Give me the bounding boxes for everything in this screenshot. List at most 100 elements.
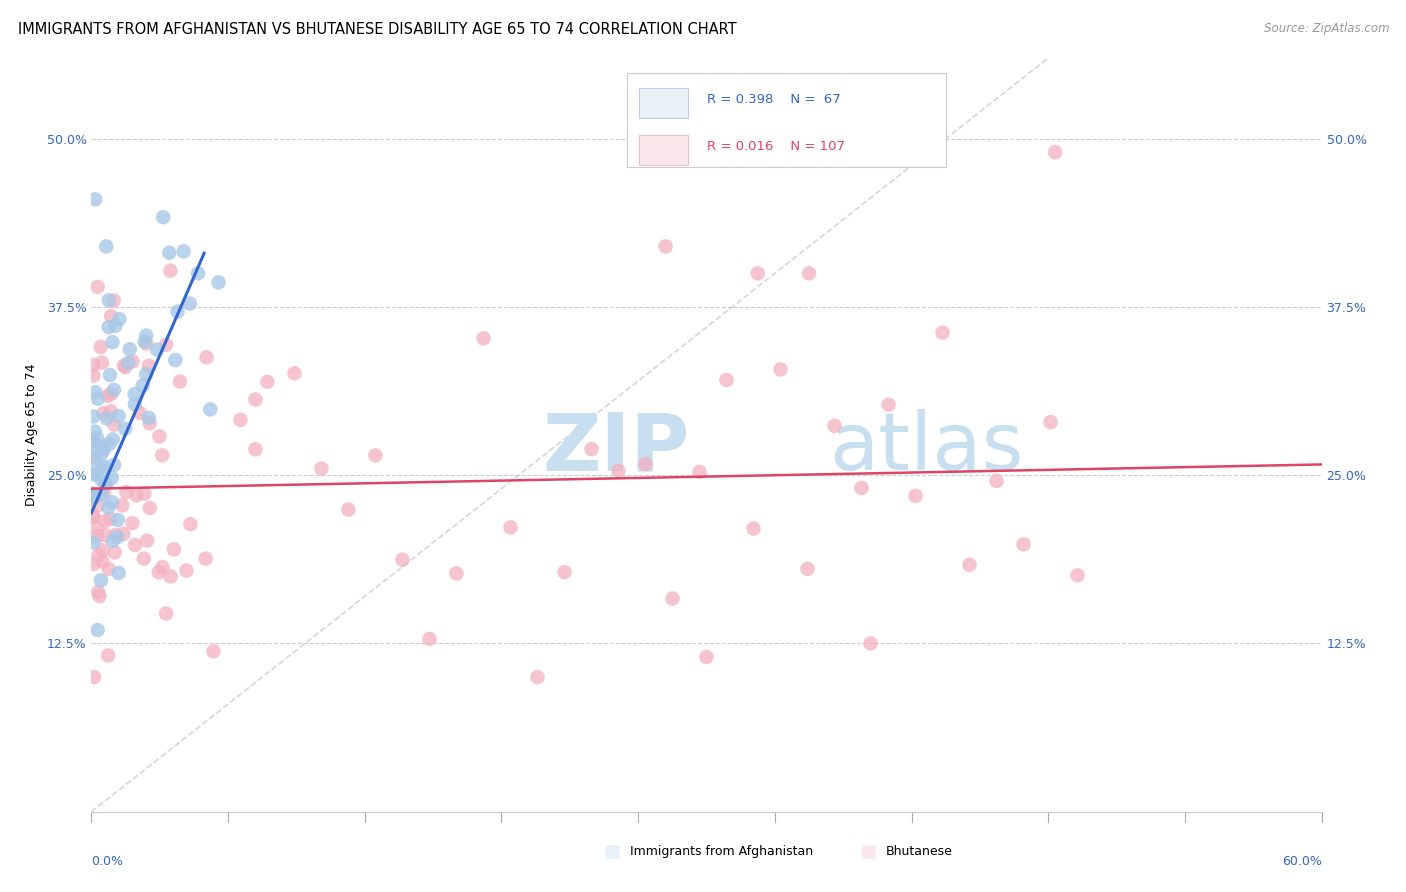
Point <box>1066 568 1088 582</box>
Point <box>107 513 129 527</box>
Point <box>155 337 177 351</box>
Point <box>82 409 104 424</box>
Point <box>86 431 108 445</box>
Point <box>90 488 112 502</box>
Text: Source: ZipAtlas.com: Source: ZipAtlas.com <box>1264 22 1389 36</box>
Point <box>391 552 413 566</box>
Text: R = 0.016    N = 107: R = 0.016 N = 107 <box>706 140 845 153</box>
Point <box>148 429 170 443</box>
Point <box>83 557 105 571</box>
Point <box>105 530 128 544</box>
Point <box>146 343 169 357</box>
Point <box>82 451 104 466</box>
Point <box>103 293 125 308</box>
Point <box>179 296 201 310</box>
Point <box>100 471 122 485</box>
Point <box>101 533 124 548</box>
Y-axis label: Disability Age 65 to 74: Disability Age 65 to 74 <box>25 364 38 506</box>
Point <box>84 192 107 206</box>
Point <box>187 266 209 280</box>
Point <box>97 320 120 334</box>
Point <box>101 433 124 447</box>
Point <box>986 474 1008 488</box>
Point <box>86 529 108 543</box>
Point <box>695 649 717 664</box>
Point <box>337 502 360 516</box>
Text: ZIP: ZIP <box>543 409 690 487</box>
Point <box>176 564 198 578</box>
Point <box>121 516 143 530</box>
Point <box>80 435 103 450</box>
Point <box>90 340 112 354</box>
Point <box>472 331 495 345</box>
Point <box>115 485 138 500</box>
Point <box>82 466 104 480</box>
Point <box>86 280 108 294</box>
Point <box>97 562 120 576</box>
Point <box>747 266 769 280</box>
Text: Bhutanese: Bhutanese <box>886 846 953 858</box>
Point <box>100 309 122 323</box>
Point <box>229 413 252 427</box>
Point <box>94 528 117 542</box>
Point <box>129 406 152 420</box>
Text: atlas: atlas <box>830 409 1024 487</box>
Point <box>138 359 160 373</box>
Point <box>82 358 104 372</box>
Point <box>851 481 873 495</box>
Point <box>117 356 139 370</box>
Point <box>91 459 114 474</box>
Point <box>135 328 157 343</box>
Point <box>607 464 630 478</box>
Point <box>797 266 820 280</box>
Point <box>256 375 278 389</box>
Point <box>87 548 110 562</box>
Point <box>86 521 108 535</box>
Point <box>134 486 156 500</box>
Point <box>135 367 157 381</box>
Point <box>124 538 146 552</box>
Point <box>959 558 981 572</box>
Point <box>200 402 222 417</box>
Point <box>152 560 174 574</box>
Point <box>124 387 146 401</box>
Point <box>169 375 191 389</box>
Text: ■: ■ <box>603 843 620 861</box>
Point <box>418 632 440 646</box>
Point <box>179 517 201 532</box>
Point <box>96 476 118 491</box>
Point <box>82 510 104 524</box>
Point <box>159 569 181 583</box>
Point <box>87 585 110 599</box>
Point <box>91 356 114 370</box>
Point <box>769 362 792 376</box>
Point <box>87 498 110 512</box>
Point <box>139 501 162 516</box>
Point <box>97 293 120 308</box>
Point <box>91 554 114 568</box>
Point <box>84 445 107 459</box>
Point <box>165 353 187 368</box>
Point <box>245 442 267 457</box>
Point <box>101 495 124 509</box>
Point <box>114 360 136 375</box>
Point <box>202 644 225 658</box>
Point <box>689 465 711 479</box>
Point <box>97 648 120 663</box>
Point <box>364 449 387 463</box>
Point <box>83 425 105 439</box>
Point <box>311 461 333 475</box>
Point <box>101 335 124 350</box>
Point <box>82 434 104 448</box>
Point <box>82 368 104 383</box>
Point <box>82 486 104 500</box>
Point <box>194 551 217 566</box>
Point <box>97 389 120 403</box>
Point <box>131 378 153 392</box>
Point <box>83 489 105 503</box>
Point <box>661 591 683 606</box>
Point <box>108 312 131 326</box>
Point <box>125 488 148 502</box>
Point <box>112 359 135 373</box>
Point <box>94 476 117 491</box>
